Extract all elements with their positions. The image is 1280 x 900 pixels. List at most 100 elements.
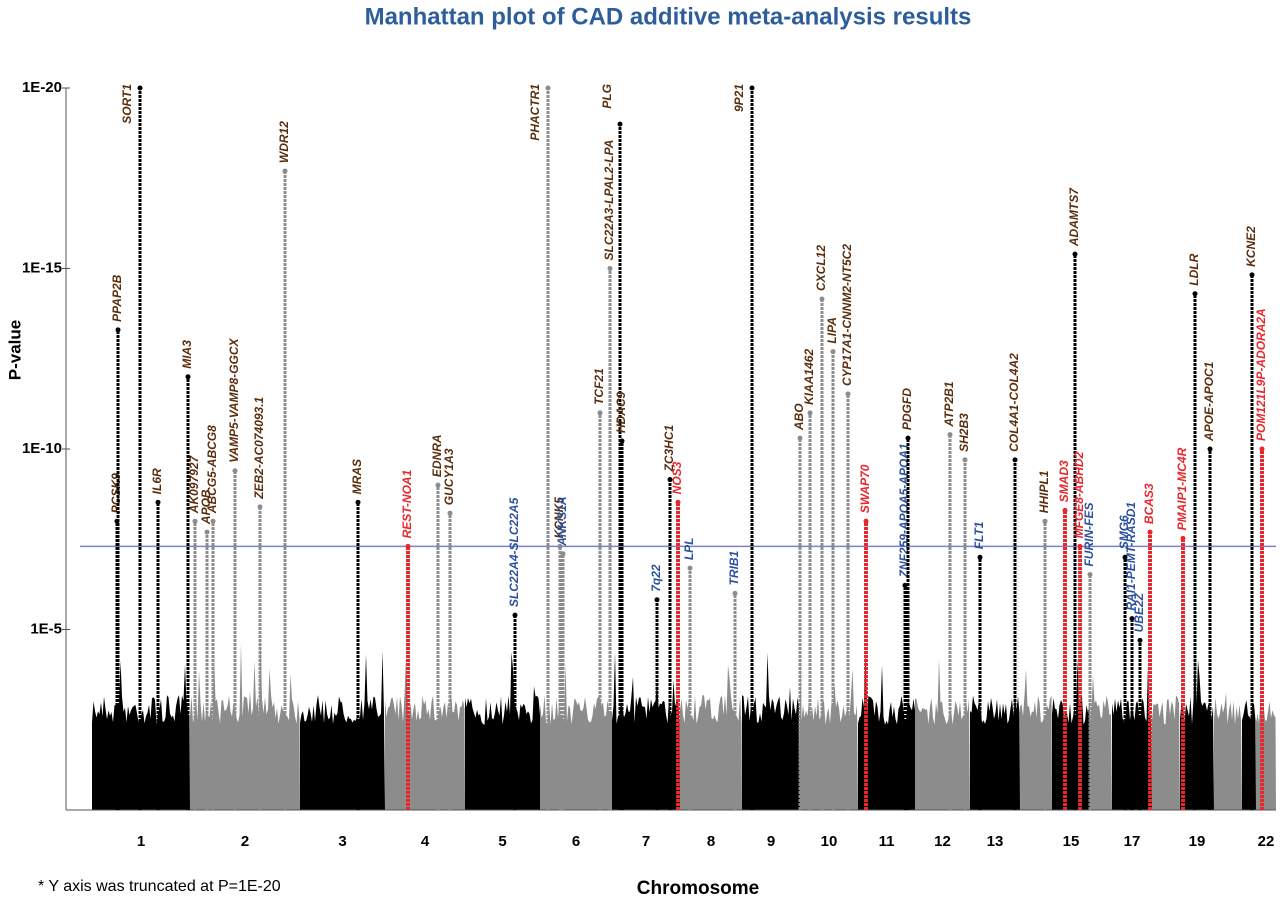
chromosome-points [858,648,915,810]
y-axis-label: P-value [5,320,24,380]
locus-label: PLG [600,84,614,109]
locus-peak [1087,572,1093,578]
locus-label: SH2B3 [957,413,971,452]
chromosome-points [970,695,1020,810]
locus-label: SMAD3 [1057,460,1071,502]
locus-peak [1062,507,1068,513]
locus-label: LIPA [825,317,839,343]
locus-peak [137,85,143,91]
locus-peak [355,499,361,505]
x-tick-label: 11 [879,833,895,850]
locus-peak [1249,272,1255,278]
locus-label: ANKS1A [555,496,569,546]
chromosome-points [1242,700,1256,810]
locus-peak [1137,637,1143,643]
locus-label: KCNK5 [552,497,566,539]
chromosome-points [1090,674,1112,810]
locus-label: ZC3HC1 [662,425,676,473]
locus-label: APOE-APOC1 [1202,361,1216,442]
locus-peak [819,296,825,302]
chromosome-points [1180,652,1214,810]
locus-peak [977,554,983,560]
chromosome-points [540,663,612,810]
locus-label: FLT1 [972,521,986,549]
chromosome-points [1152,695,1180,810]
x-tick-label: 13 [987,833,1004,850]
locus-label: PMAIP1-MC4R [1175,447,1189,530]
chromosome-points [190,634,300,810]
x-tick-label: 1 [137,833,145,850]
locus-label: MFGE8-ABHD2 [1072,451,1086,538]
locus-peak [905,435,911,441]
locus-peak [962,457,968,463]
x-tick-label: 19 [1189,833,1206,850]
locus-peak [1180,535,1186,541]
locus-label: UBE2Z [1132,592,1146,632]
locus-label: 7q22 [649,564,663,592]
y-tick-label: 1E-15 [22,259,62,276]
chromosome-points [1214,693,1242,810]
locus-label: NOS3 [670,461,684,494]
locus-label: SLC22A3-LPAL2-LPA [602,140,616,261]
locus-label: APOB [199,489,213,525]
locus-peak [1147,529,1153,535]
chromosome-points [465,652,540,810]
locus-peak [155,499,161,505]
locus-peak [232,468,238,474]
x-tick-label: 4 [421,833,430,850]
locus-label: ZEB2-AC074093.1 [252,396,266,499]
locus-label: SMG6 [1117,515,1131,549]
y-tick-label: 1E-10 [22,440,62,457]
locus-peak [512,612,518,618]
locus-label: RAI1-PEMT-RASD1 [1124,502,1138,611]
locus-peak [749,85,755,91]
chart-title: Manhattan plot of CAD additive meta-anal… [365,3,972,30]
locus-peak [830,349,836,355]
locus-label: TRIB1 [727,550,741,585]
chromosome-points [680,664,742,810]
chromosome-points [1020,669,1052,810]
x-tick-label: 12 [934,833,951,850]
chromosome-points [800,657,858,810]
locus-label: 9P21 [732,84,746,112]
locus-label: BCAS3 [1142,483,1156,524]
y-tick-label: 1E-20 [22,79,62,96]
locus-peak [845,391,851,397]
locus-peak [619,438,625,444]
locus-label: EDNRA [430,434,444,477]
x-tick-label: 22 [1258,833,1275,850]
locus-peak [405,543,411,549]
locus-peak [597,410,603,416]
locus-peak [863,518,869,524]
locus-peak [185,374,191,380]
x-tick-label: 2 [241,833,249,850]
locus-label: FURIN-FES [1082,503,1096,567]
locus-peak [560,551,566,557]
locus-peak [1072,251,1078,257]
locus-peak [115,327,121,333]
locus-label: WDR12 [277,121,291,163]
x-tick-label: 3 [338,833,346,850]
x-tick-label: 10 [821,833,838,850]
locus-label: HHIPL1 [1037,470,1051,513]
locus-label: PDGFD [900,388,914,430]
locus-peak [447,510,453,516]
locus-peak [607,266,613,271]
locus-label: PCSK9 [109,473,123,513]
locus-peak [1012,457,1018,463]
locus-label: MRAS [350,459,364,494]
locus-label: CXCL12 [814,245,828,291]
locus-label: VAMP5-VAMP8-GGCX [227,338,241,463]
locus-peak [675,499,681,505]
locus-label: POM121L9P-ADORA2A [1254,308,1268,441]
locus-label: SORT1 [120,84,134,124]
y-tick-label: 1E-5 [30,620,62,637]
locus-peak [204,529,210,535]
locus-label: ADAMTS7 [1067,187,1081,247]
locus-peak [667,477,673,483]
x-axis-label: Chromosome [637,878,759,899]
locus-label: TCF21 [592,368,606,405]
locus-label: PHACTR1 [528,84,542,141]
locus-label: SWAP70 [858,464,872,513]
